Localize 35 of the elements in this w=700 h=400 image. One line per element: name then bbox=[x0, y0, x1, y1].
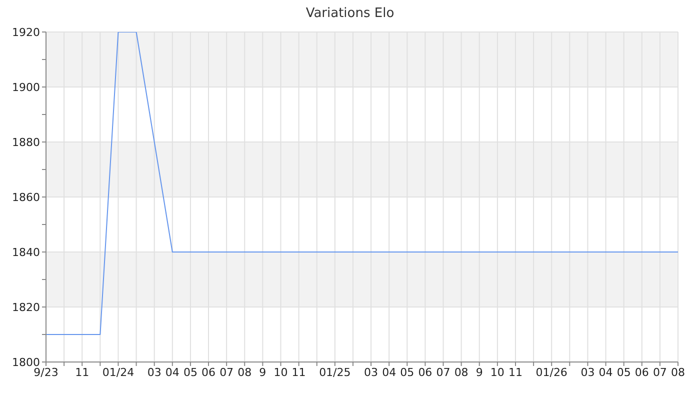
x-tick-label: 10 bbox=[274, 366, 288, 379]
x-tick-label: 9 bbox=[259, 366, 266, 379]
x-tick-label: 01/26 bbox=[536, 366, 568, 379]
x-tick-label: 01/24 bbox=[102, 366, 134, 379]
x-tick-label: 05 bbox=[400, 366, 414, 379]
x-tick-label: 03 bbox=[147, 366, 162, 379]
chart-title: Variations Elo bbox=[304, 5, 396, 23]
y-tick-label: 1820 bbox=[12, 300, 40, 314]
x-tick-label: 10 bbox=[490, 366, 504, 379]
x-tick-label: 08 bbox=[454, 366, 468, 379]
x-tick-label: 07 bbox=[436, 366, 450, 379]
x-tick-label: 05 bbox=[183, 366, 198, 379]
y-tick-label: 1840 bbox=[12, 246, 40, 259]
x-tick-label: 07 bbox=[220, 366, 234, 379]
x-tick-label: 07 bbox=[652, 366, 667, 379]
x-tick-label: 03 bbox=[580, 366, 595, 379]
y-tick-label: 1860 bbox=[12, 190, 40, 204]
x-tick-label: 04 bbox=[165, 366, 180, 379]
x-tick-label: 04 bbox=[382, 366, 396, 379]
y-tick-label: 1880 bbox=[12, 136, 40, 149]
x-tick-label: 05 bbox=[616, 366, 631, 379]
x-tick-label: 9 bbox=[476, 366, 483, 379]
x-tick-label: 04 bbox=[598, 366, 613, 379]
x-tick-label: 11 bbox=[75, 366, 90, 379]
x-tick-label: 06 bbox=[202, 366, 216, 379]
y-tick-label: 1920 bbox=[12, 26, 40, 39]
x-tick-label: 11 bbox=[508, 366, 522, 379]
x-tick-label: 06 bbox=[418, 366, 432, 379]
x-tick-label: 11 bbox=[292, 366, 306, 379]
y-tick-label: 1900 bbox=[12, 80, 40, 94]
x-tick-label: 08 bbox=[238, 366, 252, 379]
x-tick-label: 03 bbox=[364, 366, 378, 379]
x-tick-label: 06 bbox=[634, 366, 649, 379]
x-tick-label: 08 bbox=[671, 366, 685, 379]
x-tick-label: 01/25 bbox=[319, 366, 351, 379]
